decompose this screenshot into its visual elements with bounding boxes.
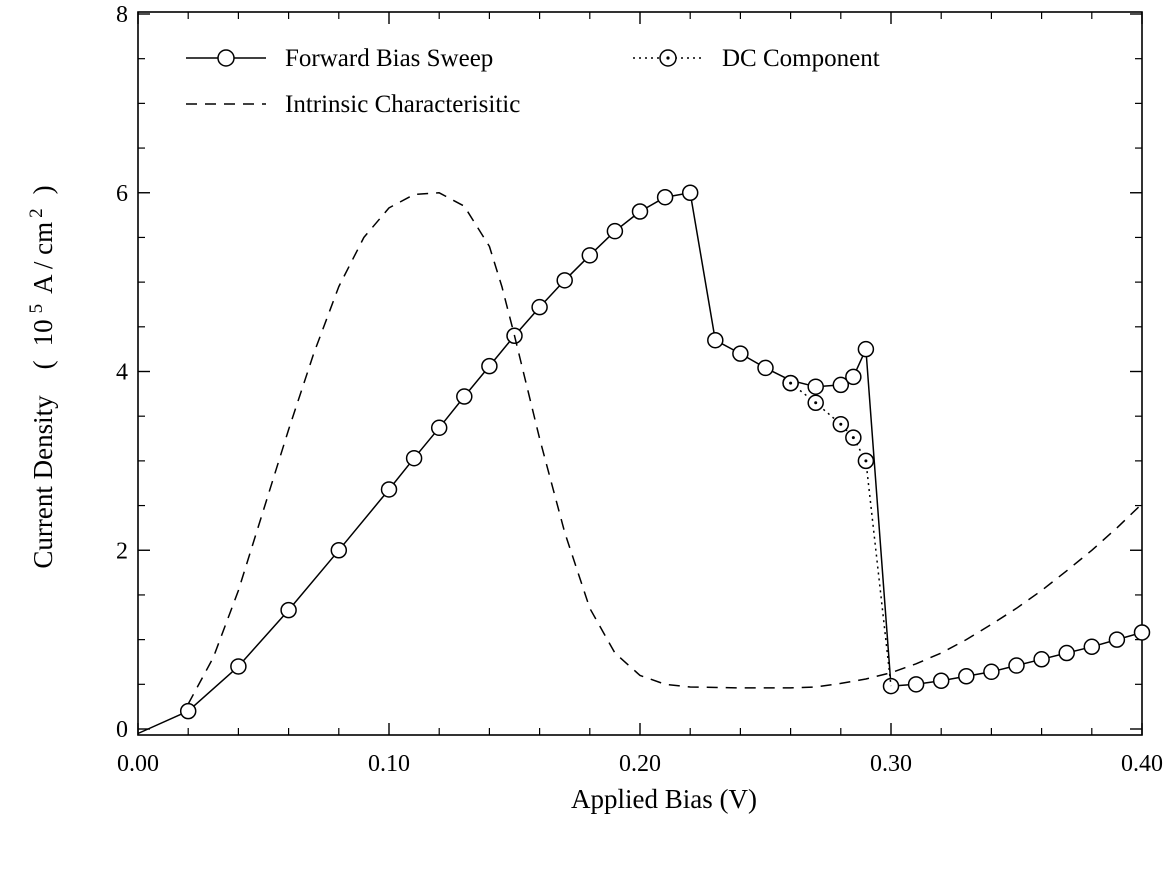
point-forward-bias-sweep [757, 359, 774, 377]
y-axis-unit-exp: 5 [26, 304, 47, 314]
point-forward-bias-sweep [1058, 644, 1075, 662]
point-forward-bias-sweep [807, 378, 824, 395]
legend-marker-dc-component-dot [666, 56, 670, 60]
point-dot-dc-component [851, 436, 855, 440]
tick-labels: 0.00 0.10 0.20 0.30 0.40 0 2 4 6 8 [116, 2, 1163, 777]
y-tick-label: 4 [116, 360, 128, 386]
legend-label-intrinsic-characteristic: Intrinsic Characterisitic [285, 91, 520, 118]
point-forward-bias-sweep [581, 247, 599, 264]
point-forward-bias-sweep [656, 188, 674, 206]
x-tick-label: 0.00 [117, 751, 159, 777]
series-line-intrinsic-characterisitic [187, 192, 1143, 705]
point-forward-bias-sweep [230, 658, 247, 675]
point-forward-bias-sweep [280, 601, 297, 619]
series-layer [137, 184, 1151, 735]
axis-ticks [137, 12, 1143, 735]
point-forward-bias-sweep [958, 668, 975, 685]
legend-label-dc-component: DC Component [722, 45, 880, 72]
y-tick-label: 0 [116, 717, 128, 743]
plot-frame [137, 11, 1143, 736]
point-forward-bias-sweep [405, 449, 423, 467]
point-forward-bias-sweep [857, 340, 875, 358]
point-forward-bias-sweep [380, 481, 398, 498]
y-axis-unit-exp2: 2 [26, 208, 47, 218]
point-dot-dc-component [864, 459, 868, 463]
y-tick-label: 6 [116, 181, 128, 207]
point-forward-bias-sweep [631, 203, 649, 220]
point-forward-bias-sweep [456, 388, 473, 405]
point-forward-bias-sweep [556, 272, 573, 289]
y-tick-label: 8 [116, 2, 128, 28]
legend: Forward Bias Sweep Intrinsic Characteris… [186, 45, 880, 118]
point-forward-bias-sweep [1133, 624, 1151, 641]
x-tick-label: 0.30 [870, 751, 912, 777]
y-axis-unit-close: ) [28, 185, 58, 194]
point-dot-dc-component [789, 381, 793, 385]
point-forward-bias-sweep [1108, 631, 1126, 648]
y-axis-unit-base: 10 [28, 319, 58, 346]
x-tick-label: 0.10 [368, 751, 410, 777]
point-forward-bias-sweep [430, 419, 448, 437]
y-axis-title: Current Density (10 5 A / cm 2) [26, 185, 58, 568]
point-forward-bias-sweep [1008, 657, 1025, 674]
point-forward-bias-sweep [1033, 651, 1050, 668]
point-forward-bias-sweep [606, 222, 624, 240]
y-axis-unit-open: ( [28, 360, 58, 369]
y-axis-unit-mid: A / cm [28, 222, 58, 294]
y-axis-title-main: Current Density [28, 395, 58, 569]
point-forward-bias-sweep [681, 184, 699, 201]
point-dot-dc-component [839, 422, 843, 426]
x-tick-label: 0.20 [619, 751, 661, 777]
y-tick-label: 2 [116, 538, 128, 564]
series-line-forward-bias-sweep [137, 192, 1143, 735]
x-tick-label: 0.40 [1121, 751, 1163, 777]
point-dot-dc-component [814, 401, 818, 405]
legend-marker-forward-bias-sweep [217, 49, 235, 67]
point-forward-bias-sweep [179, 702, 197, 720]
point-forward-bias-sweep [1083, 638, 1101, 656]
point-forward-bias-sweep [832, 376, 850, 394]
point-forward-bias-sweep [707, 331, 724, 349]
point-forward-bias-sweep [983, 663, 1000, 681]
point-forward-bias-sweep [845, 368, 862, 386]
point-forward-bias-sweep [907, 676, 925, 693]
x-axis-title: Applied Bias (V) [571, 784, 757, 814]
point-forward-bias-sweep [330, 542, 348, 559]
point-forward-bias-sweep [732, 345, 749, 362]
point-forward-bias-sweep [531, 298, 548, 316]
legend-label-forward-bias-sweep: Forward Bias Sweep [285, 45, 493, 72]
point-forward-bias-sweep [481, 357, 498, 375]
point-forward-bias-sweep [932, 672, 950, 689]
